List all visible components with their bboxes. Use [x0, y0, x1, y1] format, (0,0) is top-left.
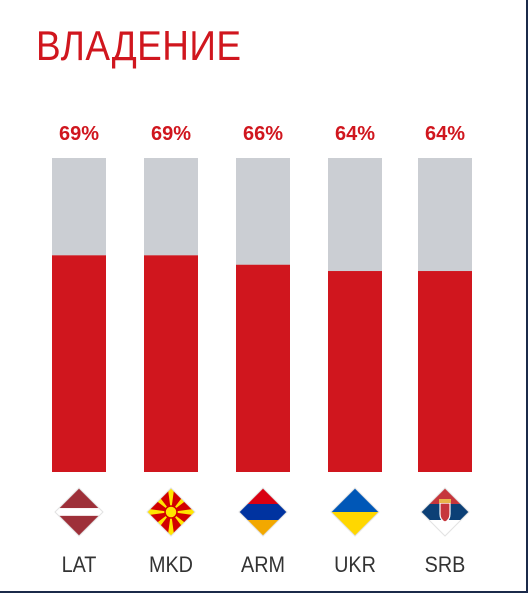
category-label: MKD	[149, 553, 193, 577]
bar	[328, 271, 382, 472]
value-label: 69%	[59, 123, 99, 145]
ukraine-flag-icon	[330, 487, 380, 537]
bar	[144, 255, 198, 472]
value-label: 69%	[151, 123, 191, 145]
category-label: UKR	[334, 553, 376, 577]
bar	[418, 271, 472, 472]
value-label: 66%	[243, 123, 283, 145]
bar	[52, 255, 106, 472]
serbia-flag-icon	[420, 487, 470, 537]
north-macedonia-flag-icon	[146, 487, 196, 537]
bar	[236, 264, 290, 472]
armenia-flag-icon	[238, 487, 288, 537]
value-label: 64%	[425, 123, 465, 145]
category-label: ARM	[241, 553, 285, 577]
value-label: 64%	[335, 123, 375, 145]
category-label: LAT	[62, 553, 97, 577]
latvia-flag-icon	[54, 487, 104, 537]
category-label: SRB	[425, 553, 466, 577]
chart-title: ВЛАДЕНИЕ	[36, 22, 242, 69]
